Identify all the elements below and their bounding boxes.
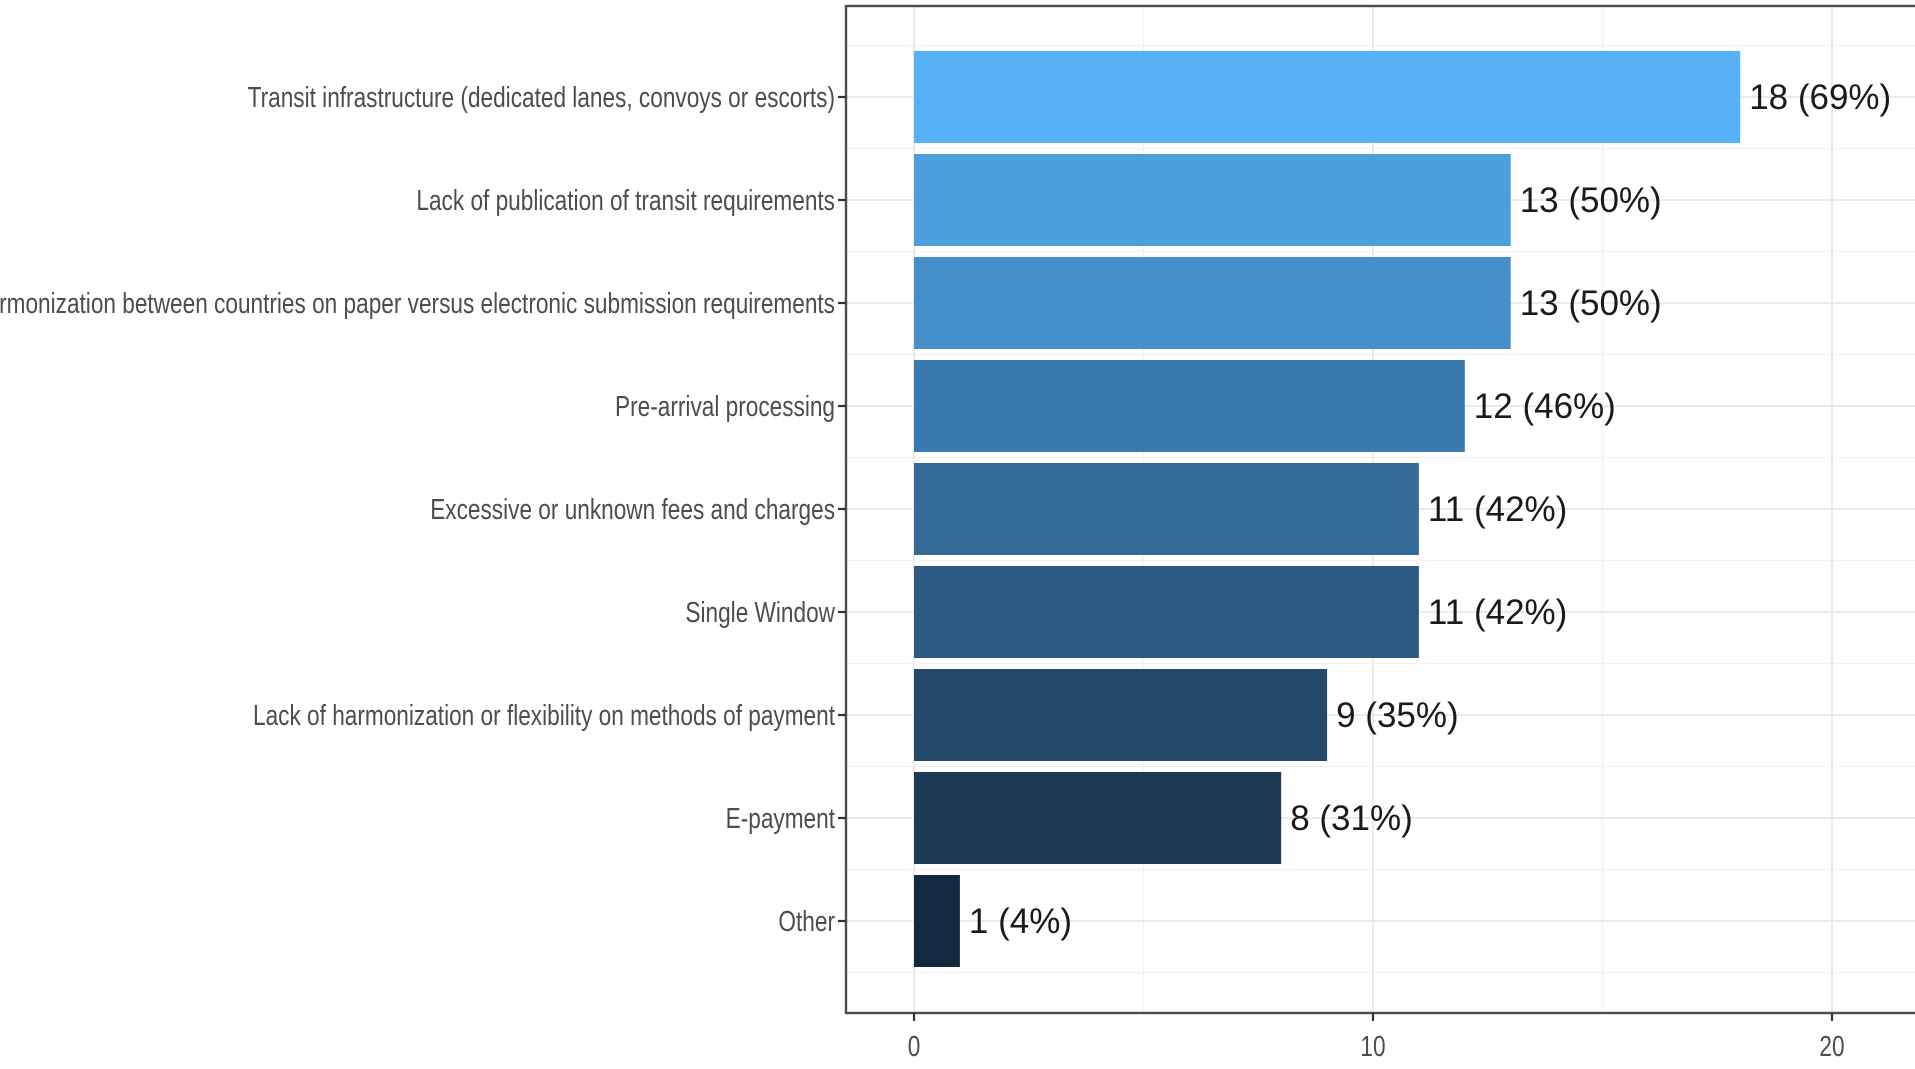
category-label: Lack of publication of transit requireme…	[416, 183, 835, 216]
bars	[914, 51, 1741, 967]
minor-grid-y	[846, 44, 1915, 974]
bar	[914, 669, 1328, 761]
data-label: 11 (42%)	[1428, 490, 1567, 529]
category-label: Pre-arrival processing	[615, 389, 835, 422]
bar	[914, 360, 1465, 452]
category-label: Lack of harmonization or flexibility on …	[253, 698, 836, 731]
data-label: 13 (50%)	[1520, 284, 1662, 323]
data-label: 9 (35%)	[1336, 696, 1459, 735]
category-label: Transit infrastructure (dedicated lanes,…	[248, 80, 835, 113]
category-label: Lack of harmonization between countries …	[0, 286, 835, 319]
data-label: 1 (4%)	[969, 902, 1072, 941]
x-tick-label: 20	[1819, 1029, 1844, 1062]
x-tick-label: 10	[1360, 1029, 1385, 1062]
y-axis: Transit infrastructure (dedicated lanes,…	[0, 80, 846, 938]
bar	[914, 772, 1282, 864]
bar	[914, 463, 1419, 555]
category-label: E-payment	[726, 801, 836, 834]
bar	[914, 566, 1419, 658]
bar	[914, 154, 1511, 246]
bar	[914, 875, 960, 967]
category-label: Excessive or unknown fees and charges	[430, 492, 835, 525]
data-label: 11 (42%)	[1428, 593, 1567, 632]
data-label: 8 (31%)	[1290, 799, 1413, 838]
x-tick-label: 0	[908, 1029, 921, 1062]
x-axis: 0 10 20	[908, 1013, 1845, 1063]
category-label: Single Window	[685, 595, 835, 628]
data-label: 12 (46%)	[1474, 387, 1616, 426]
bar	[914, 51, 1741, 143]
data-label: 18 (69%)	[1749, 78, 1891, 117]
data-label: 13 (50%)	[1520, 181, 1662, 220]
value-labels: 18 (69%) 13 (50%) 13 (50%) 12 (46%) 11 (42%)…	[969, 78, 1891, 941]
bar	[914, 257, 1511, 349]
category-label: Other	[778, 904, 835, 937]
